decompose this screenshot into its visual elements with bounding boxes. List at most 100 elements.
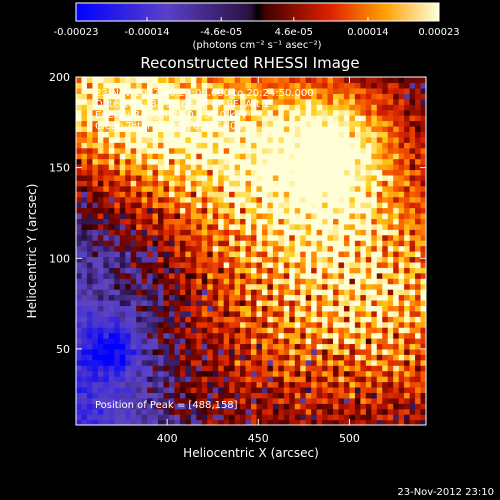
heatmap-cell	[223, 365, 230, 372]
heatmap-cell	[108, 207, 115, 214]
heatmap-cell	[86, 294, 94, 301]
heatmap-cell	[190, 272, 197, 279]
heatmap-cell	[234, 109, 241, 116]
heatmap-cell	[76, 354, 83, 361]
heatmap-cell	[81, 305, 88, 312]
heatmap-cell	[163, 408, 170, 415]
heatmap-cell	[376, 98, 383, 105]
heatmap-cell	[152, 376, 159, 383]
heatmap-cell	[251, 174, 258, 181]
heatmap-cell	[256, 370, 263, 377]
heatmap-cell	[229, 386, 236, 393]
heatmap-cell	[130, 98, 137, 105]
heatmap-cell	[267, 185, 274, 192]
heatmap-cell	[343, 147, 351, 154]
heatmap-cell	[223, 338, 230, 345]
heatmap-cell	[130, 207, 137, 214]
heatmap-cell	[92, 218, 99, 225]
heatmap-cell	[141, 212, 148, 219]
heatmap-cell	[92, 104, 99, 111]
heatmap-cell	[365, 147, 372, 154]
heatmap-cell	[125, 261, 132, 268]
heatmap-cell	[327, 245, 334, 252]
heatmap-cell	[240, 229, 247, 236]
heatmap-cell	[218, 289, 225, 296]
heatmap-cell	[409, 414, 416, 421]
heatmap-cell	[119, 174, 126, 181]
heatmap-cell	[311, 256, 318, 263]
heatmap-cell	[420, 408, 426, 415]
heatmap-cell	[76, 77, 83, 84]
heatmap-cell	[223, 147, 230, 154]
heatmap-cell	[86, 164, 94, 171]
heatmap-cell	[398, 93, 405, 100]
heatmap-cell	[223, 202, 230, 209]
heatmap-cell	[338, 169, 345, 176]
heatmap-cell	[158, 234, 165, 241]
heatmap-cell	[92, 261, 99, 268]
heatmap-cell	[354, 104, 361, 111]
heatmap-cell	[382, 316, 389, 323]
heatmap-cell	[338, 109, 345, 116]
heatmap-cell	[240, 212, 247, 219]
heatmap-cell	[130, 125, 137, 132]
heatmap-cell	[409, 359, 416, 366]
heatmap-cell	[141, 87, 148, 94]
heatmap-cell	[251, 164, 258, 171]
heatmap-cell	[218, 403, 225, 410]
heatmap-cell	[234, 229, 241, 236]
heatmap-cell	[311, 180, 318, 187]
heatmap-cell	[168, 310, 176, 317]
heatmap-cell	[322, 283, 329, 290]
heatmap-cell	[212, 142, 219, 149]
heatmap-cell	[261, 316, 269, 323]
heatmap-cell	[322, 191, 329, 198]
heatmap-cell	[300, 343, 307, 350]
heatmap-cell	[300, 202, 307, 209]
heatmap-cell	[190, 392, 197, 399]
heatmap-cell	[218, 207, 225, 214]
heatmap-cell	[158, 299, 165, 306]
heatmap-cell	[354, 169, 361, 176]
heatmap-cell	[365, 283, 372, 290]
heatmap-cell	[152, 332, 159, 339]
heatmap-cell	[333, 115, 340, 122]
heatmap-cell	[316, 294, 323, 301]
heatmap-cell	[376, 354, 383, 361]
heatmap-cell	[376, 278, 383, 285]
heatmap-cell	[190, 403, 197, 410]
heatmap-cell	[278, 207, 285, 214]
heatmap-cell	[179, 109, 186, 116]
heatmap-cell	[196, 136, 203, 143]
heatmap-cell	[256, 283, 263, 290]
heatmap-cell	[92, 348, 99, 355]
heatmap-cell	[278, 169, 285, 176]
heatmap-cell	[218, 164, 225, 171]
heatmap-cell	[229, 305, 236, 312]
heatmap-cell	[152, 272, 159, 279]
heatmap-cell	[108, 321, 115, 328]
heatmap-cell	[147, 191, 154, 198]
heatmap-cell	[393, 278, 400, 285]
heatmap-cell	[147, 359, 154, 366]
heatmap-cell	[256, 218, 263, 225]
heatmap-cell	[349, 207, 356, 214]
heatmap-cell	[305, 185, 312, 192]
heatmap-cell	[382, 251, 389, 258]
heatmap-cell	[382, 169, 389, 176]
heatmap-cell	[333, 136, 340, 143]
heatmap-cell	[196, 321, 203, 328]
heatmap-cell	[240, 153, 247, 160]
heatmap-cell	[168, 332, 176, 339]
heatmap-cell	[119, 77, 126, 84]
heatmap-cell	[136, 131, 143, 138]
heatmap-cell	[103, 185, 110, 192]
heatmap-cell	[196, 392, 203, 399]
heatmap-cell	[76, 180, 83, 187]
heatmap-cell	[393, 294, 400, 301]
heatmap-cell	[174, 294, 181, 301]
heatmap-cell	[163, 348, 170, 355]
heatmap-cell	[130, 223, 137, 230]
heatmap-cell	[294, 408, 301, 415]
heatmap-cell	[108, 386, 115, 393]
